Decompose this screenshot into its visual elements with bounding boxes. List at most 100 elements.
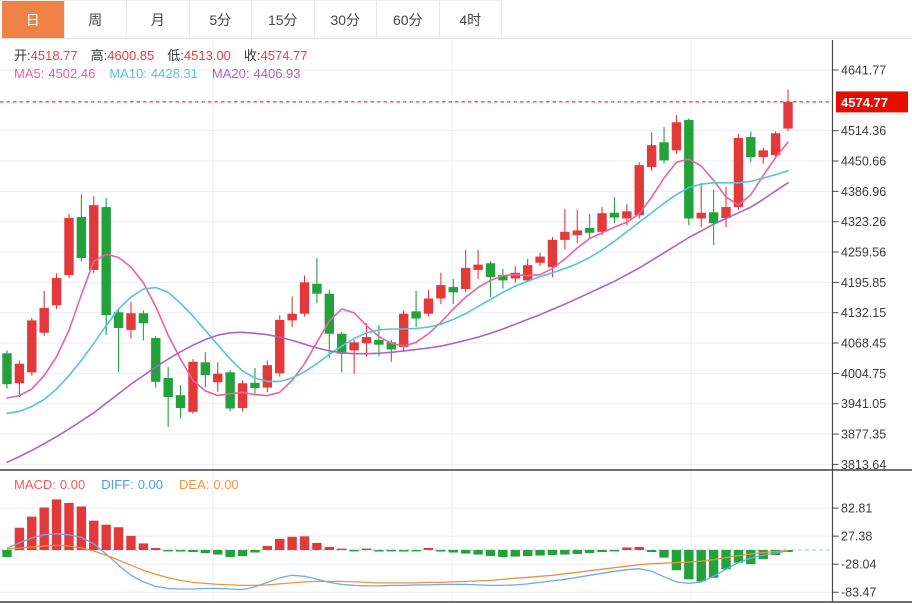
macd-bar[interactable]	[27, 516, 37, 550]
macd-bar[interactable]	[213, 550, 223, 555]
macd-bar[interactable]	[299, 536, 310, 550]
macd-bar[interactable]	[746, 550, 756, 565]
macd-bar[interactable]	[609, 550, 620, 552]
macd-bar[interactable]	[646, 550, 657, 553]
candle[interactable]	[76, 194, 87, 262]
macd-bar[interactable]	[485, 550, 496, 557]
candle[interactable]	[188, 358, 198, 414]
macd-bar[interactable]	[89, 520, 99, 550]
candle[interactable]	[349, 339, 359, 374]
macd-bar[interactable]	[671, 550, 682, 571]
candle[interactable]	[560, 208, 570, 250]
tab-60分[interactable]: 60分	[377, 0, 440, 38]
candle[interactable]	[733, 133, 744, 210]
candle[interactable]	[213, 362, 223, 392]
candle[interactable]	[522, 258, 533, 282]
macd-bar[interactable]	[522, 550, 533, 557]
macd-bar[interactable]	[399, 550, 409, 552]
macd-bar[interactable]	[510, 550, 520, 557]
macd-bar[interactable]	[312, 542, 322, 550]
candle[interactable]	[275, 315, 285, 377]
candlestick-chart-svg[interactable]: 4641.77 4514.36 4450.66 4386.96 4323.26 4259.…	[0, 39, 912, 604]
macd-bar[interactable]	[448, 550, 458, 553]
candle[interactable]	[746, 131, 756, 162]
macd-bar[interactable]	[151, 547, 161, 550]
candle[interactable]	[113, 308, 124, 372]
tab-周[interactable]: 周	[64, 0, 127, 38]
candle[interactable]	[597, 207, 607, 236]
macd-bar[interactable]	[39, 507, 49, 550]
candle[interactable]	[473, 249, 483, 279]
macd-bar[interactable]	[2, 550, 12, 558]
macd-bar[interactable]	[374, 550, 384, 552]
candle[interactable]	[535, 252, 545, 267]
candle[interactable]	[448, 278, 458, 305]
candle[interactable]	[770, 131, 781, 158]
candle[interactable]	[721, 187, 731, 228]
macd-bar[interactable]	[262, 545, 273, 550]
candle[interactable]	[436, 272, 446, 305]
macd-bar[interactable]	[659, 550, 669, 558]
macd-bar[interactable]	[423, 547, 434, 550]
candle[interactable]	[39, 290, 49, 337]
candle[interactable]	[64, 213, 74, 279]
tab-月[interactable]: 月	[127, 0, 190, 38]
macd-bar[interactable]	[126, 535, 136, 550]
macd-bar[interactable]	[337, 548, 347, 550]
candle[interactable]	[250, 368, 260, 394]
macd-bar[interactable]	[721, 550, 731, 570]
macd-bar[interactable]	[696, 550, 706, 582]
candle[interactable]	[758, 147, 768, 164]
macd-bar[interactable]	[634, 546, 644, 550]
candle[interactable]	[485, 261, 496, 298]
candle[interactable]	[14, 360, 25, 398]
macd-bar[interactable]	[287, 536, 297, 550]
macd-bar[interactable]	[113, 527, 124, 550]
candle[interactable]	[783, 89, 793, 132]
macd-bar[interactable]	[535, 550, 545, 556]
macd-bar[interactable]	[584, 550, 595, 554]
tab-15分[interactable]: 15分	[252, 0, 315, 38]
macd-bar[interactable]	[411, 550, 421, 552]
macd-bar[interactable]	[436, 550, 446, 552]
candle[interactable]	[175, 385, 186, 419]
candle[interactable]	[411, 290, 421, 328]
tab-4时[interactable]: 4时	[439, 0, 502, 38]
candle[interactable]	[101, 198, 111, 335]
macd-bar[interactable]	[14, 527, 25, 550]
candle[interactable]	[498, 268, 508, 289]
macd-bar[interactable]	[163, 550, 173, 552]
candle[interactable]	[163, 367, 173, 428]
macd-bar[interactable]	[473, 550, 483, 555]
macd-bar[interactable]	[572, 550, 582, 555]
candle[interactable]	[2, 350, 12, 389]
macd-bar[interactable]	[275, 538, 285, 550]
candle[interactable]	[684, 118, 694, 226]
macd-bar[interactable]	[101, 524, 111, 550]
candle[interactable]	[312, 258, 322, 304]
candle[interactable]	[399, 310, 409, 352]
macd-bar[interactable]	[76, 506, 87, 550]
candle[interactable]	[51, 273, 62, 309]
candle[interactable]	[225, 369, 235, 412]
macd-bar[interactable]	[200, 550, 211, 554]
macd-bar[interactable]	[324, 546, 335, 550]
tab-5分[interactable]: 5分	[189, 0, 252, 38]
candle[interactable]	[671, 115, 682, 155]
candle[interactable]	[138, 310, 149, 341]
candle[interactable]	[708, 189, 719, 246]
macd-bar[interactable]	[460, 550, 471, 554]
macd-bar[interactable]	[622, 547, 632, 550]
macd-bar[interactable]	[547, 550, 558, 556]
macd-bar[interactable]	[225, 550, 235, 558]
macd-bar[interactable]	[237, 550, 248, 557]
macd-bar[interactable]	[138, 543, 149, 550]
candle[interactable]	[584, 213, 595, 239]
tab-日[interactable]: 日	[2, 0, 65, 38]
macd-bar[interactable]	[51, 499, 62, 550]
macd-bar[interactable]	[250, 550, 260, 553]
candle[interactable]	[696, 183, 706, 228]
candle[interactable]	[634, 162, 644, 219]
macd-bar[interactable]	[349, 550, 359, 552]
macd-bar[interactable]	[498, 550, 508, 558]
